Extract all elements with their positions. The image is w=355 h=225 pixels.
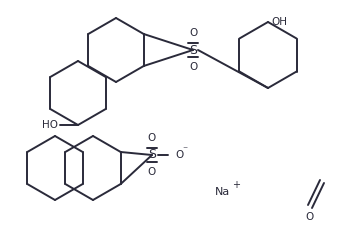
Text: O: O <box>148 133 156 143</box>
Text: O: O <box>306 212 314 222</box>
Text: O: O <box>189 62 197 72</box>
Text: HO: HO <box>42 120 58 130</box>
Text: O: O <box>175 150 183 160</box>
Text: S: S <box>148 148 156 162</box>
Text: O: O <box>189 28 197 38</box>
Text: +: + <box>232 180 240 190</box>
Text: ⁻: ⁻ <box>182 145 187 155</box>
Text: OH: OH <box>271 17 287 27</box>
Text: Na: Na <box>215 187 230 197</box>
Text: O: O <box>148 167 156 177</box>
Text: S: S <box>189 43 197 56</box>
